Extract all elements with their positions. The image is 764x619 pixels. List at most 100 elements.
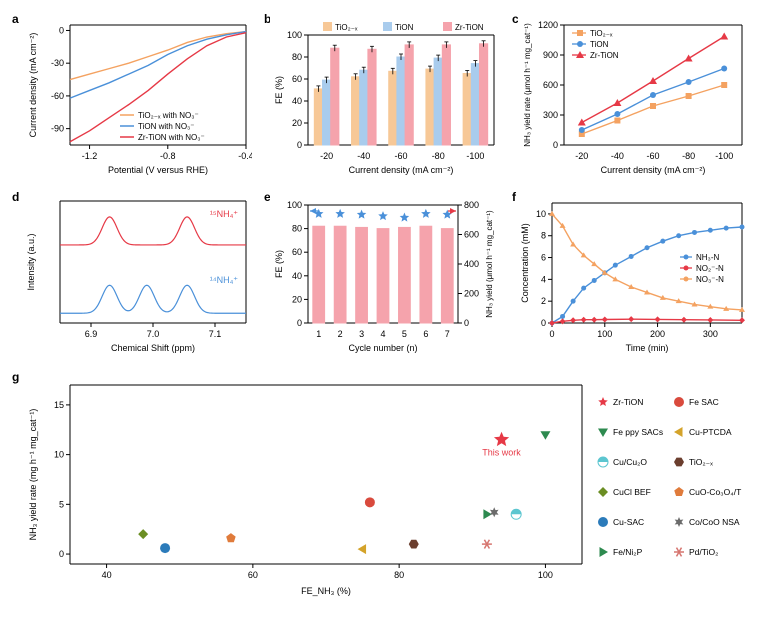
svg-text:800: 800 xyxy=(464,200,479,210)
panel-a-svg: -1.2-0.8-0.40-30-60-90Potential (V versu… xyxy=(22,17,252,177)
svg-text:-20: -20 xyxy=(320,151,333,161)
svg-text:1200: 1200 xyxy=(538,20,558,30)
svg-text:100: 100 xyxy=(287,30,302,40)
svg-text:NH₃ yield rate (mg h⁻¹ mg_cat⁻: NH₃ yield rate (mg h⁻¹ mg_cat⁻¹) xyxy=(28,409,38,541)
svg-text:40: 40 xyxy=(292,96,302,106)
svg-text:Cu-PTCDA: Cu-PTCDA xyxy=(689,427,732,437)
svg-text:Intensity (a.u.): Intensity (a.u.) xyxy=(26,233,36,290)
svg-text:-30: -30 xyxy=(51,58,64,68)
svg-text:TiO₂₋ₓ with NO₃⁻: TiO₂₋ₓ with NO₃⁻ xyxy=(138,111,199,120)
svg-text:¹⁵NH₄⁺: ¹⁵NH₄⁺ xyxy=(210,209,238,219)
svg-text:FE_NH₃ (%): FE_NH₃ (%) xyxy=(301,586,351,596)
svg-text:TiON: TiON xyxy=(395,23,414,32)
svg-text:1: 1 xyxy=(316,329,321,339)
svg-text:Current density (mA cm⁻²): Current density (mA cm⁻²) xyxy=(349,165,454,175)
svg-text:6: 6 xyxy=(423,329,428,339)
svg-text:Zr-TiON: Zr-TiON xyxy=(590,51,619,60)
svg-text:NO₂⁻-N: NO₂⁻-N xyxy=(696,264,724,273)
label-d: d xyxy=(12,190,19,204)
svg-text:5: 5 xyxy=(59,499,64,509)
svg-text:3: 3 xyxy=(359,329,364,339)
panel-g-legend-svg: Zr-TiONFe ppy SACsCu/Cu₂OCuCl BEFCu-SACF… xyxy=(597,388,747,588)
svg-text:20: 20 xyxy=(292,294,302,304)
svg-text:0: 0 xyxy=(59,25,64,35)
svg-text:10: 10 xyxy=(54,450,64,460)
svg-text:60: 60 xyxy=(248,570,258,580)
svg-text:300: 300 xyxy=(703,329,718,339)
svg-text:Potential (V versus RHE): Potential (V versus RHE) xyxy=(108,165,208,175)
svg-text:400: 400 xyxy=(464,259,479,269)
svg-text:100: 100 xyxy=(287,200,302,210)
svg-text:Fe/Ni₂P: Fe/Ni₂P xyxy=(613,547,643,557)
svg-text:0: 0 xyxy=(553,140,558,150)
svg-text:NH₃ yield rate (μmol h⁻¹ mg_ca: NH₃ yield rate (μmol h⁻¹ mg_cat⁻¹) xyxy=(523,23,532,147)
svg-text:0: 0 xyxy=(297,140,302,150)
svg-text:100: 100 xyxy=(597,329,612,339)
svg-text:Current density (mA cm⁻²): Current density (mA cm⁻²) xyxy=(28,33,38,138)
svg-text:TiO₂₋ₓ: TiO₂₋ₓ xyxy=(689,457,713,467)
svg-text:Fe SAC: Fe SAC xyxy=(689,397,719,407)
svg-text:-80: -80 xyxy=(682,151,695,161)
svg-text:Fe ppy SACs: Fe ppy SACs xyxy=(613,427,663,437)
svg-text:-20: -20 xyxy=(575,151,588,161)
figure: a -1.2-0.8-0.40-30-60-90Potential (V ver… xyxy=(12,12,752,607)
svg-text:20: 20 xyxy=(292,118,302,128)
svg-text:TiO₂₋ₓ: TiO₂₋ₓ xyxy=(335,23,358,32)
svg-text:Chemical Shift (ppm): Chemical Shift (ppm) xyxy=(111,343,195,353)
svg-text:200: 200 xyxy=(464,289,479,299)
svg-text:FE (%): FE (%) xyxy=(274,76,284,104)
svg-text:80: 80 xyxy=(292,224,302,234)
svg-text:15: 15 xyxy=(54,400,64,410)
panel-c-svg: 03006009001200-20-40-60-80-100Current de… xyxy=(518,17,748,177)
svg-text:NH₃ yield (μmol h⁻¹ mg_cat⁻¹): NH₃ yield (μmol h⁻¹ mg_cat⁻¹) xyxy=(485,210,494,318)
svg-text:80: 80 xyxy=(292,52,302,62)
svg-text:5: 5 xyxy=(402,329,407,339)
svg-text:-40: -40 xyxy=(611,151,624,161)
svg-text:-100: -100 xyxy=(715,151,733,161)
svg-text:-40: -40 xyxy=(357,151,370,161)
panel-e: 02040608010002004006008001234567Cycle nu… xyxy=(270,195,500,355)
panel-e-svg: 02040608010002004006008001234567Cycle nu… xyxy=(270,195,500,355)
svg-text:TiO₂₋ₓ: TiO₂₋ₓ xyxy=(590,29,613,38)
svg-text:-80: -80 xyxy=(432,151,445,161)
svg-text:40: 40 xyxy=(292,271,302,281)
svg-text:-0.8: -0.8 xyxy=(160,151,176,161)
svg-text:Zr-TiON with NO₃⁻: Zr-TiON with NO₃⁻ xyxy=(138,133,205,142)
svg-text:CuO-Co₃O₄/T: CuO-Co₃O₄/T xyxy=(689,487,741,497)
svg-text:¹⁴NH₄⁺: ¹⁴NH₄⁺ xyxy=(210,275,239,285)
label-g: g xyxy=(12,370,19,384)
svg-text:0: 0 xyxy=(541,318,546,328)
svg-text:80: 80 xyxy=(394,570,404,580)
panel-g-legend: Zr-TiONFe ppy SACsCu/Cu₂OCuCl BEFCu-SACF… xyxy=(597,388,747,588)
svg-text:2: 2 xyxy=(541,296,546,306)
svg-text:7.0: 7.0 xyxy=(147,329,160,339)
panel-g: 406080100051015This workFE_NH₃ (%)NH₃ yi… xyxy=(22,375,592,600)
svg-text:-1.2: -1.2 xyxy=(82,151,98,161)
svg-text:-0.4: -0.4 xyxy=(238,151,252,161)
svg-text:6: 6 xyxy=(541,253,546,263)
svg-text:4: 4 xyxy=(380,329,385,339)
panel-f-svg: 01002003000246810Time (min)Concentration… xyxy=(518,195,748,355)
svg-text:Concentration (mM): Concentration (mM) xyxy=(520,223,530,303)
panel-c: 03006009001200-20-40-60-80-100Current de… xyxy=(518,17,748,177)
panel-f: 01002003000246810Time (min)Concentration… xyxy=(518,195,748,355)
svg-text:-60: -60 xyxy=(646,151,659,161)
svg-text:-100: -100 xyxy=(466,151,484,161)
svg-text:NO₃⁻-N: NO₃⁻-N xyxy=(696,275,724,284)
label-a: a xyxy=(12,12,19,26)
svg-text:TiON with NO₃⁻: TiON with NO₃⁻ xyxy=(138,122,195,131)
svg-text:-60: -60 xyxy=(394,151,407,161)
svg-text:0: 0 xyxy=(59,549,64,559)
svg-text:Cycle number (n): Cycle number (n) xyxy=(348,343,417,353)
svg-text:4: 4 xyxy=(541,274,546,284)
svg-text:CuCl BEF: CuCl BEF xyxy=(613,487,651,497)
svg-text:40: 40 xyxy=(102,570,112,580)
svg-text:6.9: 6.9 xyxy=(85,329,98,339)
svg-text:100: 100 xyxy=(538,570,553,580)
svg-text:2: 2 xyxy=(338,329,343,339)
panel-b-svg: 020406080100-20-40-60-80-100Current dens… xyxy=(270,17,500,177)
panel-g-svg: 406080100051015This workFE_NH₃ (%)NH₃ yi… xyxy=(22,375,592,600)
svg-text:Time (min): Time (min) xyxy=(626,343,669,353)
svg-text:8: 8 xyxy=(541,231,546,241)
svg-text:NH₃-N: NH₃-N xyxy=(696,253,719,262)
